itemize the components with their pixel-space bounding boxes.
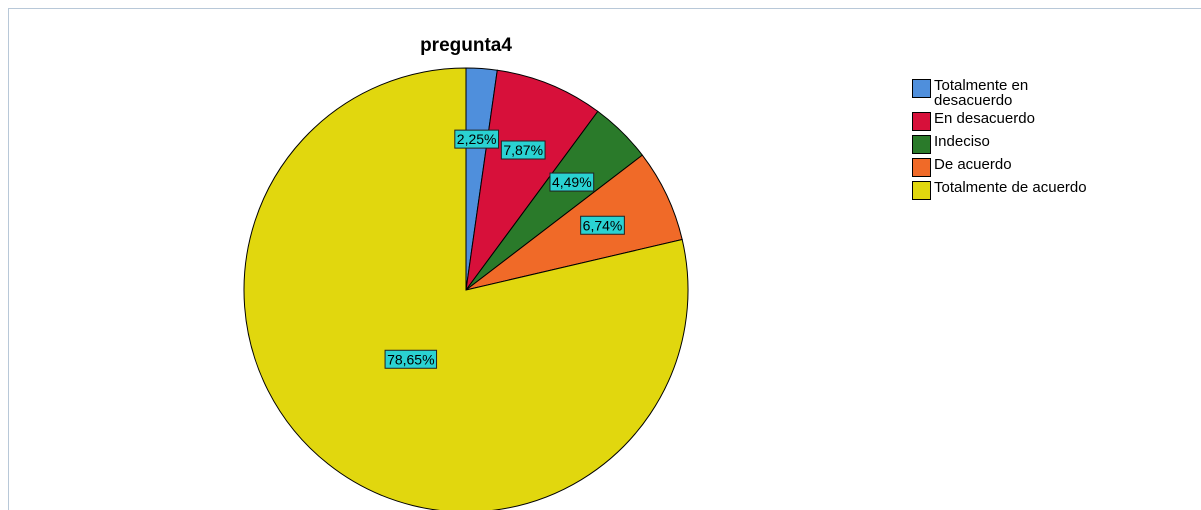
- legend-label: Indeciso: [934, 133, 990, 150]
- legend-label: Totalmente en desacuerdo: [934, 77, 1029, 109]
- legend: Totalmente en desacuerdo En desacuerdo Ind…: [912, 78, 1182, 203]
- legend-item: De acuerdo: [912, 157, 1182, 177]
- value-label: 7,87%: [503, 142, 543, 158]
- legend-item: En desacuerdo: [912, 111, 1182, 131]
- chart-title: pregunta4: [420, 35, 512, 56]
- legend-swatch: [912, 79, 931, 98]
- legend-swatch: [912, 158, 931, 177]
- value-label-box: [454, 129, 500, 149]
- value-label: 6,74%: [583, 217, 623, 233]
- value-label: 2,25%: [457, 131, 497, 147]
- legend-swatch: [912, 181, 931, 200]
- value-label-box: [384, 349, 438, 369]
- pie-slice: [465, 69, 599, 291]
- value-label-box: [549, 172, 595, 192]
- value-label: 4,49%: [552, 174, 592, 190]
- value-label-box: [580, 215, 625, 235]
- frame: [8, 8, 1201, 510]
- legend-item: Totalmente de acuerdo: [912, 180, 1182, 200]
- pie-slice: [243, 67, 689, 510]
- legend-swatch: [912, 112, 931, 131]
- value-label: 78,65%: [387, 351, 434, 367]
- legend-label: En desacuerdo: [934, 110, 1035, 127]
- legend-swatch: [912, 135, 931, 154]
- legend-label: Totalmente de acuerdo: [934, 179, 1087, 196]
- value-label-box: [500, 140, 546, 160]
- legend-item: Totalmente en desacuerdo: [912, 78, 1182, 108]
- legend-item: Indeciso: [912, 134, 1182, 154]
- legend-label: De acuerdo: [934, 156, 1012, 173]
